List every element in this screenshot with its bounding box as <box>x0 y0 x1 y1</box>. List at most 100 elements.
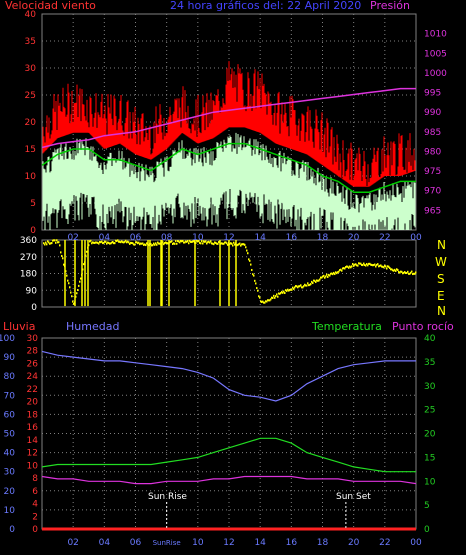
direction-point <box>206 242 208 245</box>
direction-point <box>70 291 72 294</box>
time-tick-label-top: 14 <box>254 233 266 243</box>
sunset-label: Sun Set <box>336 492 371 502</box>
direction-point <box>309 283 311 286</box>
direction-point <box>306 284 308 287</box>
humidity-tick-label: 20 <box>4 487 16 497</box>
direction-point <box>91 242 93 245</box>
direction-point <box>301 286 303 289</box>
direction-point <box>213 243 215 246</box>
direction-point <box>260 300 262 303</box>
humidity-tick-label: 90 <box>4 353 16 363</box>
direction-point <box>376 263 378 266</box>
direction-point <box>322 275 324 278</box>
direction-point <box>369 262 371 265</box>
direction-point <box>269 299 271 302</box>
sunrise-label: Sun Rise <box>148 492 187 502</box>
direction-point <box>59 244 61 247</box>
direction-point <box>336 272 338 275</box>
direction-point <box>403 271 405 274</box>
direction-point <box>61 254 63 257</box>
direction-point <box>167 242 169 245</box>
direction-point <box>221 242 223 245</box>
time-tick-label-top: 02 <box>67 233 78 243</box>
direction-point <box>279 292 281 295</box>
time-tick-label-bottom: 18 <box>317 538 329 548</box>
direction-point <box>216 242 218 245</box>
direction-point <box>111 241 113 244</box>
direction-point <box>48 241 50 244</box>
direction-point <box>44 243 46 246</box>
direction-point <box>398 270 400 273</box>
direction-point <box>174 242 176 245</box>
direction-point <box>129 242 131 245</box>
direction-point <box>274 296 276 299</box>
direction-point <box>312 282 314 285</box>
direction-point <box>300 284 302 287</box>
direction-point <box>144 243 146 246</box>
direction-point <box>254 279 256 282</box>
direction-point <box>401 270 403 273</box>
direction-point <box>73 302 75 305</box>
humidity-tick-label: 60 <box>4 410 16 420</box>
direction-point <box>200 242 202 245</box>
direction-point <box>204 240 206 243</box>
pressure-tick-label: 1010 <box>424 30 447 40</box>
rain-tick-label: 10 <box>27 461 39 471</box>
direction-point <box>241 243 243 246</box>
direction-point <box>413 272 415 275</box>
time-tick-label-bottom: 04 <box>99 538 111 548</box>
direction-point <box>107 241 109 244</box>
humidity-line <box>41 350 416 402</box>
direction-point <box>226 242 228 245</box>
direction-point <box>154 243 156 246</box>
direction-point <box>78 284 80 287</box>
direction-point <box>237 243 239 246</box>
direction-point <box>215 241 217 244</box>
rain-tick-label: 0 <box>32 525 38 535</box>
direction-tick-label: 360 <box>20 236 37 246</box>
direction-point <box>164 242 166 245</box>
direction-point <box>266 300 268 303</box>
time-tick-label-bottom: 12 <box>223 538 234 548</box>
direction-point <box>92 241 94 244</box>
direction-point <box>47 240 49 243</box>
direction-point <box>328 273 330 276</box>
direction-point <box>123 241 125 244</box>
compass-labels: N W S E N <box>435 238 447 318</box>
direction-point <box>90 239 92 242</box>
direction-point <box>131 241 133 244</box>
rain-tick-label: 12 <box>27 449 38 459</box>
direction-point <box>203 240 205 243</box>
direction-point <box>177 240 179 243</box>
direction-point <box>60 251 62 254</box>
speed-tick-label: 15 <box>25 145 36 155</box>
direction-point <box>357 264 359 267</box>
time-tick-label-top: 08 <box>161 233 173 243</box>
direction-point <box>409 272 411 275</box>
direction-point <box>282 291 284 294</box>
direction-point <box>264 301 266 304</box>
direction-point <box>243 243 245 246</box>
direction-point <box>196 239 198 242</box>
direction-point <box>224 241 226 244</box>
direction-tick-label: 90 <box>26 286 38 296</box>
direction-point <box>251 268 253 271</box>
direction-point <box>377 263 379 266</box>
time-tick-label-bottom: 14 <box>254 538 266 548</box>
time-tick-label-bottom: 20 <box>348 538 360 548</box>
direction-point <box>143 243 145 246</box>
direction-point <box>246 249 248 252</box>
direction-point <box>318 279 320 282</box>
direction-point <box>116 239 118 242</box>
direction-point <box>85 254 87 257</box>
direction-point <box>118 240 120 243</box>
direction-point <box>354 263 356 266</box>
direction-point <box>119 240 121 243</box>
temperature-tick-label: 10 <box>424 477 436 487</box>
direction-point <box>286 289 288 292</box>
pressure-tick-label: 985 <box>424 128 441 138</box>
direction-point <box>88 244 90 247</box>
direction-point <box>278 292 280 295</box>
direction-point <box>245 246 247 249</box>
direction-point <box>325 275 327 278</box>
